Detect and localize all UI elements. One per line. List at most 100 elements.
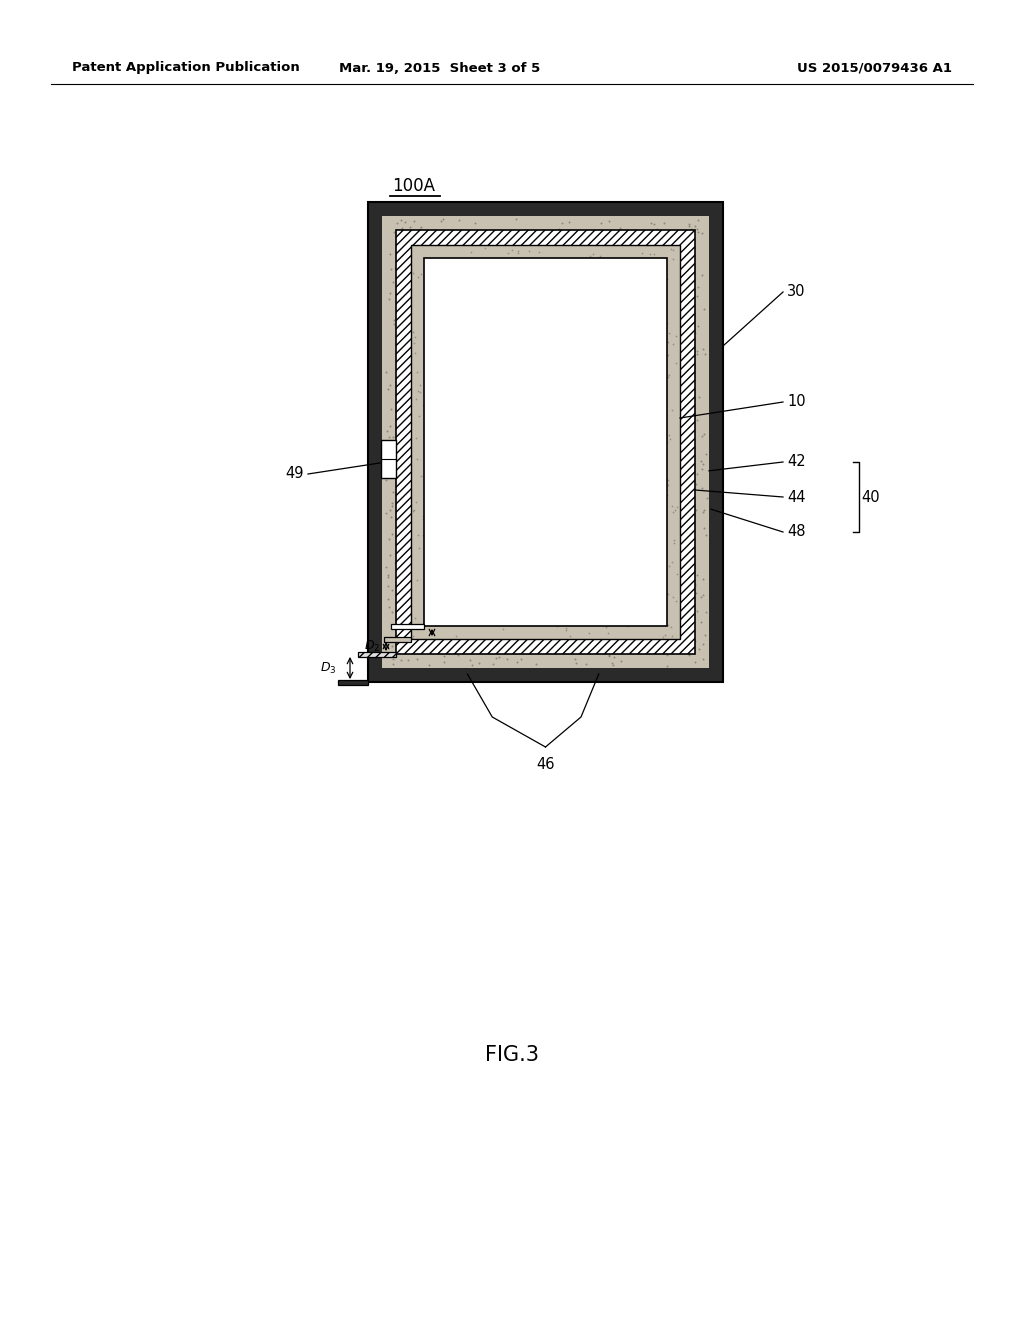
Bar — [368, 202, 723, 682]
Point — [415, 506, 431, 527]
Point — [383, 507, 399, 528]
Point — [408, 428, 424, 449]
Point — [388, 639, 404, 660]
Point — [384, 523, 400, 544]
Text: 100A: 100A — [392, 177, 435, 195]
Point — [508, 209, 524, 230]
Point — [484, 653, 501, 675]
Point — [412, 381, 428, 403]
Point — [694, 585, 711, 606]
Point — [382, 416, 398, 437]
Point — [410, 362, 426, 383]
Point — [447, 626, 464, 647]
Point — [389, 263, 406, 284]
Point — [657, 252, 674, 273]
Point — [382, 282, 398, 304]
Text: Patent Application Publication: Patent Application Publication — [72, 62, 300, 74]
Point — [381, 528, 397, 549]
Point — [645, 213, 662, 234]
Point — [412, 374, 428, 395]
Point — [567, 648, 584, 669]
Point — [686, 652, 702, 673]
Point — [666, 532, 682, 553]
Point — [382, 243, 398, 264]
Point — [604, 655, 621, 676]
Point — [592, 246, 608, 267]
Text: Mar. 19, 2015  Sheet 3 of 5: Mar. 19, 2015 Sheet 3 of 5 — [339, 62, 541, 74]
Bar — [424, 257, 667, 626]
Point — [388, 503, 404, 524]
Point — [499, 648, 515, 669]
Point — [689, 343, 706, 364]
Point — [620, 249, 636, 271]
Point — [665, 400, 681, 421]
Point — [697, 624, 714, 645]
Point — [641, 219, 657, 240]
Point — [510, 240, 526, 261]
Point — [382, 544, 398, 565]
Point — [693, 477, 710, 498]
Point — [388, 414, 404, 436]
Point — [379, 420, 395, 441]
Point — [384, 482, 400, 503]
Point — [415, 524, 431, 545]
Point — [600, 644, 616, 665]
Point — [378, 362, 394, 383]
Point — [389, 288, 406, 309]
Point — [406, 499, 422, 520]
Point — [388, 399, 404, 420]
Point — [689, 409, 706, 430]
Point — [402, 216, 419, 238]
Point — [660, 425, 677, 446]
Point — [386, 314, 402, 335]
Point — [450, 644, 466, 665]
Point — [383, 259, 399, 280]
Text: 10: 10 — [787, 395, 806, 409]
Point — [604, 652, 621, 673]
Point — [399, 649, 416, 671]
Point — [666, 529, 682, 550]
Point — [692, 586, 709, 607]
Point — [379, 566, 395, 587]
Point — [406, 263, 422, 284]
Point — [389, 426, 406, 447]
Point — [668, 326, 684, 347]
Point — [670, 564, 686, 585]
Point — [410, 380, 426, 401]
Point — [441, 614, 458, 635]
Point — [410, 524, 426, 545]
Point — [656, 624, 673, 645]
Point — [634, 243, 650, 264]
Text: $D_2$: $D_2$ — [364, 639, 380, 653]
Point — [669, 352, 685, 374]
Point — [692, 611, 709, 632]
Point — [558, 619, 574, 640]
Point — [658, 432, 675, 453]
Point — [500, 242, 516, 263]
Point — [598, 616, 614, 638]
Point — [434, 209, 451, 230]
Point — [613, 649, 630, 671]
Point — [593, 213, 609, 234]
Point — [415, 508, 431, 529]
Point — [421, 655, 437, 676]
Point — [694, 264, 711, 285]
Point — [378, 503, 394, 524]
Point — [404, 500, 421, 521]
Point — [551, 219, 567, 240]
Point — [417, 533, 433, 554]
Point — [378, 470, 394, 491]
Point — [416, 612, 432, 634]
Text: $D_3$: $D_3$ — [319, 660, 337, 676]
Point — [408, 491, 424, 512]
Point — [689, 219, 706, 240]
Point — [433, 643, 450, 664]
Point — [696, 424, 713, 445]
Point — [655, 626, 672, 647]
Point — [411, 405, 427, 426]
Point — [392, 210, 409, 231]
Point — [658, 268, 675, 289]
Point — [601, 645, 617, 667]
Point — [384, 635, 400, 656]
Point — [380, 378, 396, 399]
